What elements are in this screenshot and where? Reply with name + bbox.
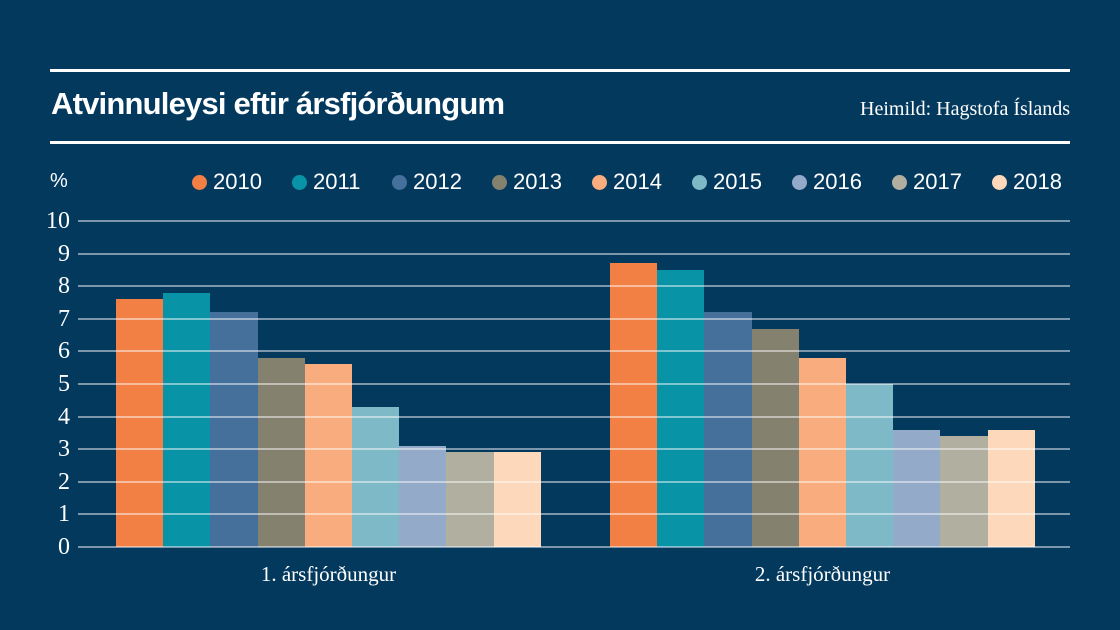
y-tick-label-8: 8 [58,273,70,300]
source-credit: Heimild: Hagstofa Íslands [860,98,1070,120]
page-title: Atvinnuleysi eftir ársfjórðungum [51,86,505,121]
bar-2015-q1 [351,406,400,547]
legend-label: 2018 [1013,169,1062,194]
bar-2010-q2 [610,263,658,547]
legend-swatch-icon [892,174,907,190]
legend-swatch-icon [992,174,1007,190]
gridline-9 [78,252,1070,255]
bar-2014-q1 [304,364,352,547]
bar-2010-q1 [116,299,164,547]
bar-2014-q2 [798,357,846,547]
bar-2018-q1 [493,452,541,547]
gridline-1 [78,513,1070,516]
bar-group-q1 [116,292,541,547]
legend-swatch-icon [792,174,807,190]
legend-label: 2010 [213,169,262,194]
legend: 2010 2011 2012 2013 2014 2015 2016 2017 2018 [192,168,1092,196]
gridline-0 [78,546,1070,548]
bar-2017-q2 [940,436,988,547]
legend-label: 2011 [313,169,361,194]
gridline-7 [78,317,1070,320]
legend-item-2015: 2015 [692,169,792,195]
y-tick-label-10: 10 [46,208,70,234]
legend-item-2010: 2010 [192,169,292,195]
legend-swatch-icon [592,174,607,190]
legend-label: 2014 [613,169,662,194]
legend-item-2011: 2011 [292,169,392,195]
y-tick-label-3: 3 [58,436,70,463]
y-tick-label-9: 9 [58,240,70,267]
gridline-8 [78,285,1070,288]
legend-swatch-icon [292,174,307,190]
y-tick-label-2: 2 [58,468,70,495]
gridline-3 [78,448,1070,451]
legend-label: 2012 [413,169,462,194]
bar-2012-q2 [704,312,752,547]
legend-swatch-icon [392,174,407,190]
legend-swatch-icon [192,174,207,190]
bar-2012-q1 [210,312,258,547]
legend-item-2012: 2012 [392,169,492,195]
gridline-10 [78,220,1070,222]
bar-2015-q2 [845,384,894,547]
y-tick-label-5: 5 [58,371,70,397]
legend-item-2017: 2017 [892,169,992,195]
y-tick-label-1: 1 [58,501,70,528]
bar-2013-q2 [751,328,799,547]
y-tick-label-4: 4 [58,403,70,430]
bar-2011-q1 [163,292,211,547]
x-axis-label-q1: 1. ársfjórðungur [260,562,397,586]
bar-2018-q2 [987,429,1035,547]
legend-item-2014: 2014 [592,169,692,195]
bar-group-q2 [610,263,1035,547]
gridline-4 [78,415,1070,418]
x-axis-label-q2: 2. ársfjórðungur [754,562,891,586]
bar-2011-q2 [657,269,705,547]
legend-item-2016: 2016 [792,169,892,195]
y-axis-unit-label: % [50,170,68,192]
legend-label: 2015 [713,169,762,194]
bar-2013-q1 [257,357,305,547]
legend-label: 2013 [513,169,562,194]
legend-item-2013: 2013 [492,169,592,195]
legend-label: 2017 [913,169,962,194]
gridline-6 [78,350,1070,353]
bar-2016-q1 [399,445,447,547]
bar-2016-q2 [893,429,941,547]
gridline-2 [78,480,1070,483]
header-rule-top [50,69,1070,72]
legend-swatch-icon [492,174,507,190]
legend-item-2018: 2018 [992,169,1092,195]
header-rule-bottom [50,141,1070,144]
legend-label: 2016 [813,169,862,194]
y-tick-label-6: 6 [58,338,70,365]
gridline-5 [78,383,1070,385]
y-tick-label-0: 0 [58,534,70,560]
legend-swatch-icon [692,174,707,190]
y-tick-label-7: 7 [58,305,70,332]
bar-2017-q1 [446,452,494,547]
